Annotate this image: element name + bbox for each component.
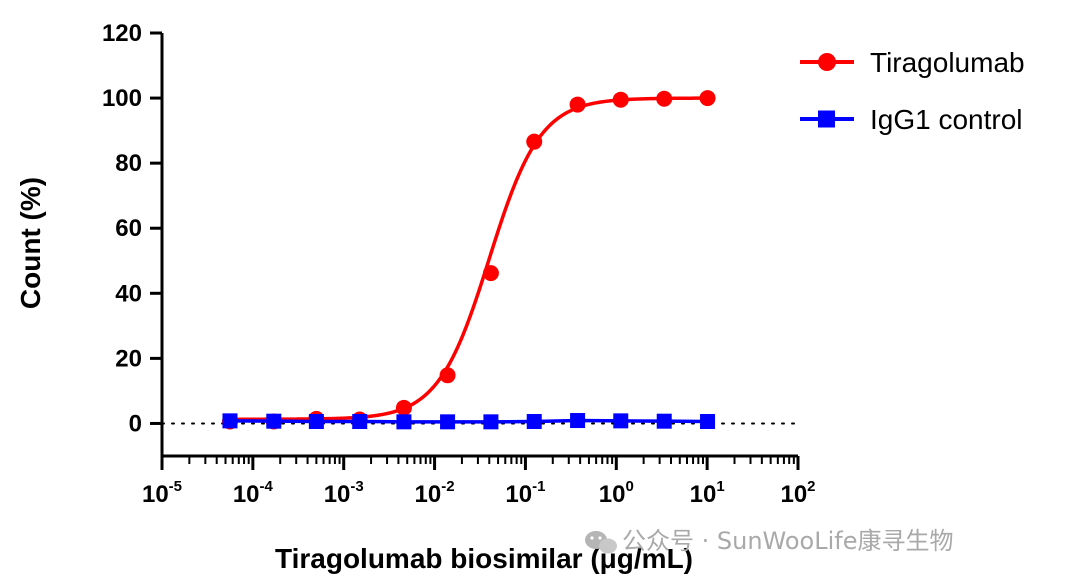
legend: Tiragolumab IgG1 control xyxy=(800,47,1025,135)
data-point xyxy=(396,414,412,430)
y-tick-label: 0 xyxy=(129,410,142,437)
data-point xyxy=(570,413,586,429)
data-point xyxy=(569,96,586,113)
data-point xyxy=(483,414,499,430)
data-point xyxy=(222,413,238,429)
x-tick-label: 10-4 xyxy=(233,478,274,508)
y-tick-label: 80 xyxy=(115,150,142,177)
y-axis-title: Count (%) xyxy=(15,177,46,309)
x-tick-label: 102 xyxy=(780,478,815,508)
data-point xyxy=(308,414,324,430)
y-tick-label: 20 xyxy=(115,345,142,372)
data-point xyxy=(482,265,499,282)
data-point xyxy=(656,90,673,107)
data-point xyxy=(612,91,629,108)
x-tick-label: 10-5 xyxy=(142,478,182,508)
data-point xyxy=(395,399,412,416)
data-point xyxy=(266,413,282,429)
wechat-icon xyxy=(585,531,617,554)
legend-marker xyxy=(818,110,835,128)
axes: 0 20 40 60 80 100 120 10-5 10-4 10-3 10-2 10-1 100 10… xyxy=(102,20,816,508)
x-tick-label: 10-2 xyxy=(415,478,455,508)
legend-label: IgG1 control xyxy=(870,104,1023,135)
data-point xyxy=(439,367,456,384)
data-point xyxy=(700,414,716,430)
watermark: 公众号 · SunWooLife康寻生物 xyxy=(585,527,954,555)
legend-marker xyxy=(818,53,836,71)
x-tick-label: 101 xyxy=(690,478,725,508)
data-point xyxy=(656,413,672,429)
series-line xyxy=(229,96,708,421)
data-point xyxy=(613,413,629,429)
data-point xyxy=(526,133,543,150)
x-tick-label: 100 xyxy=(599,478,634,508)
series-line xyxy=(229,418,708,424)
legend-label: Tiragolumab xyxy=(870,47,1025,78)
x-axis-title: Tiragolumab biosimilar (μg/mL) xyxy=(275,543,693,574)
x-tick-label: 10-1 xyxy=(505,478,545,508)
y-tick-label: 60 xyxy=(115,215,142,242)
series-layer xyxy=(221,90,716,430)
data-point xyxy=(699,90,716,107)
y-tick-label: 100 xyxy=(102,85,142,112)
y-tick-label: 40 xyxy=(115,280,142,307)
data-point xyxy=(440,414,456,430)
watermark-text: 公众号 · SunWooLife康寻生物 xyxy=(622,527,954,555)
data-point xyxy=(526,414,542,430)
data-point xyxy=(352,414,368,430)
x-tick-label: 10-3 xyxy=(324,478,364,508)
y-tick-label: 120 xyxy=(102,20,142,47)
